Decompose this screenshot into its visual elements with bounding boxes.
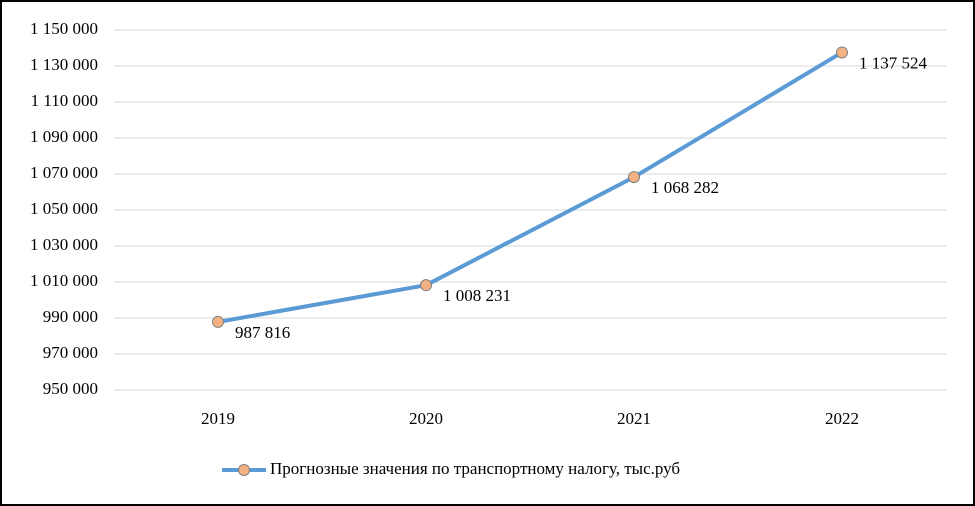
x-tick-label: 2019 <box>201 409 235 428</box>
x-tick-label: 2020 <box>409 409 443 428</box>
y-tick-label: 970 000 <box>43 343 98 362</box>
y-tick-label: 1 010 000 <box>30 271 98 290</box>
legend-label: Прогнозные значения по транспортному нал… <box>270 459 680 478</box>
data-label: 1 137 524 <box>859 53 928 72</box>
data-point <box>212 315 224 328</box>
y-tick-label: 1 090 000 <box>30 127 98 146</box>
data-point <box>420 279 432 292</box>
data-label: 1 068 282 <box>651 178 719 197</box>
data-point <box>836 46 848 59</box>
y-tick-label: 1 050 000 <box>30 199 98 218</box>
y-tick-label: 990 000 <box>43 307 98 326</box>
y-tick-label: 950 000 <box>43 379 98 398</box>
y-tick-label: 1 070 000 <box>30 163 98 182</box>
y-tick-label: 1 150 000 <box>30 19 98 38</box>
y-tick-label: 1 130 000 <box>30 55 98 74</box>
data-point <box>628 171 640 184</box>
data-label: 1 008 231 <box>443 286 511 305</box>
x-tick-label: 2022 <box>825 409 859 428</box>
x-tick-label: 2021 <box>617 409 651 428</box>
y-tick-label: 1 030 000 <box>30 235 98 254</box>
series-line <box>217 50 844 324</box>
data-label: 987 816 <box>235 323 290 342</box>
legend-marker <box>238 464 250 476</box>
y-tick-label: 1 110 000 <box>31 91 98 110</box>
